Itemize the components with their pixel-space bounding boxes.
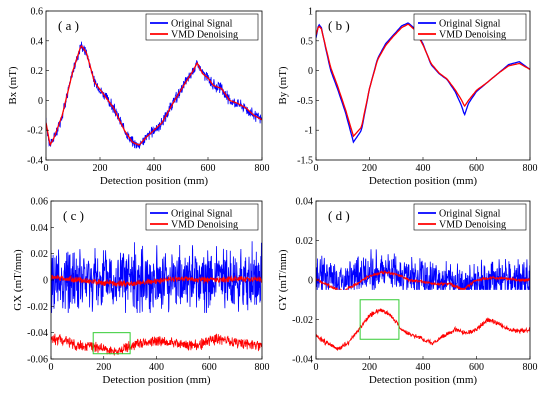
y-tick-label: 0.06 [31,197,49,208]
x-tick-label: 0 [314,362,319,373]
x-axis-label: Detection position (mm) [369,175,477,187]
legend-box [413,13,527,41]
series-line-original [51,241,262,317]
y-tick-label: 0.6 [31,7,44,18]
x-tick-label: 800 [523,362,538,373]
panel-a: 0 200 400 600 800 -0.4 -0.2 0 0.2 0.4 0.6 Detection… [7,7,270,188]
y-tick-label: -0.02 [27,302,48,313]
y-tick-label: -0.2 [27,126,43,137]
inset-line [51,333,262,356]
y-tick-label: -0.4 [27,156,43,167]
y-axis-label: Bx (mT) [7,66,19,105]
y-tick-label: -1 [305,126,313,137]
y-tick-label: 0.2 [31,66,44,77]
legend-box [413,203,527,231]
y-axis-label: GY (mT/mm) [277,249,289,310]
legend-entry: VMD Denoising [439,30,506,41]
x-tick-label: 200 [362,362,377,373]
legend-entry: Original Signal [171,19,233,30]
legend-entry: Original Signal [171,209,233,220]
y-tick-label: 0.04 [31,223,49,234]
legend-box [145,13,259,41]
legend-entry: Original Signal [439,209,501,220]
x-tick-label: 200 [93,163,108,174]
inset-background [51,312,262,359]
legend-entry: VMD Denoising [171,220,238,231]
y-tick-label: -0.5 [297,96,313,107]
x-tick-label: 200 [362,163,377,174]
legend-entry: VMD Denoising [171,30,238,41]
x-tick-label: 400 [147,163,162,174]
y-tick-label: 0.04 [296,197,314,208]
x-tick-label: 800 [255,362,270,373]
y-tick-label: 0.4 [31,36,44,47]
y-tick-label: -1.5 [297,156,313,167]
legend-entry: VMD Denoising [439,220,506,231]
legend-box [145,203,259,231]
y-tick-label: 0 [308,276,313,287]
y-tick-label: -0.04 [27,328,48,339]
x-axis-label: Detection position (mm) [100,175,208,187]
x-tick-label: 600 [201,163,216,174]
x-tick-label: 400 [416,362,431,373]
x-tick-label: 600 [469,362,484,373]
series-line-original [316,249,530,304]
x-tick-label: 600 [202,362,217,373]
x-axis-label: Detection position (mm) [369,374,477,386]
x-tick-label: 800 [255,163,270,174]
y-tick-label: -0.06 [27,355,48,366]
y-axis-label: By (mT) [277,66,289,105]
panel-label: ( c ) [63,208,84,223]
x-tick-label: 0 [314,163,319,174]
y-tick-label: 0.5 [301,36,314,47]
y-axis-label: GX (mT/mm) [12,249,24,311]
x-axis-label: Detection position (mm) [102,374,210,386]
plot-area [316,249,530,359]
y-tick-label: -0.04 [292,355,313,366]
y-tick-label: 0 [38,96,43,107]
inset-background [316,289,530,359]
plot-area [316,22,530,144]
zoom-box [359,299,400,340]
series-line-vmd [316,269,530,294]
panel-label: ( d ) [328,208,350,223]
plot-area [51,241,262,359]
panel-d: 0 200 400 600 800 -0.04 -0.02 0 0.02 0.04 Detectio… [277,197,538,387]
series-line-vmd [316,23,530,138]
x-tick-label: 600 [469,163,484,174]
panel-label: ( a ) [58,18,79,33]
series-line-vmd [46,45,262,147]
zoom-box [92,332,131,355]
x-tick-label: 800 [523,163,538,174]
y-tick-label: 0 [43,276,48,287]
x-tick-label: 400 [416,163,431,174]
panel-b: 0 200 400 600 800 -1.5 -1 -0.5 0 0.5 1 Detection po… [277,7,538,188]
series-line-vmd [51,274,262,287]
x-tick-label: 200 [96,362,111,373]
panel-c: 0 200 400 600 800 -0.06 -0.04 -0.02 0 0.02 0.04 0.0… [12,197,270,387]
x-tick-label: 0 [44,163,49,174]
y-tick-label: -0.02 [292,315,313,326]
plot-area [46,41,262,149]
x-tick-label: 400 [149,362,164,373]
inset-line [316,308,530,351]
y-tick-label: 0.02 [31,249,49,260]
panel-label: ( b ) [328,18,350,33]
y-tick-label: 1 [308,7,313,18]
legend-entry: Original Signal [439,19,501,30]
series-line-original [316,22,530,144]
series-line-original [46,41,262,149]
y-tick-label: 0 [308,66,313,77]
x-tick-label: 0 [49,362,54,373]
y-tick-label: 0.02 [296,236,314,247]
